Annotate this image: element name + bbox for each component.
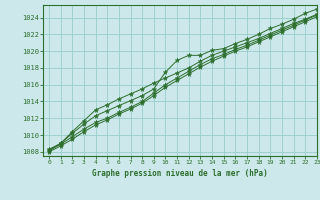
X-axis label: Graphe pression niveau de la mer (hPa): Graphe pression niveau de la mer (hPa): [92, 169, 268, 178]
